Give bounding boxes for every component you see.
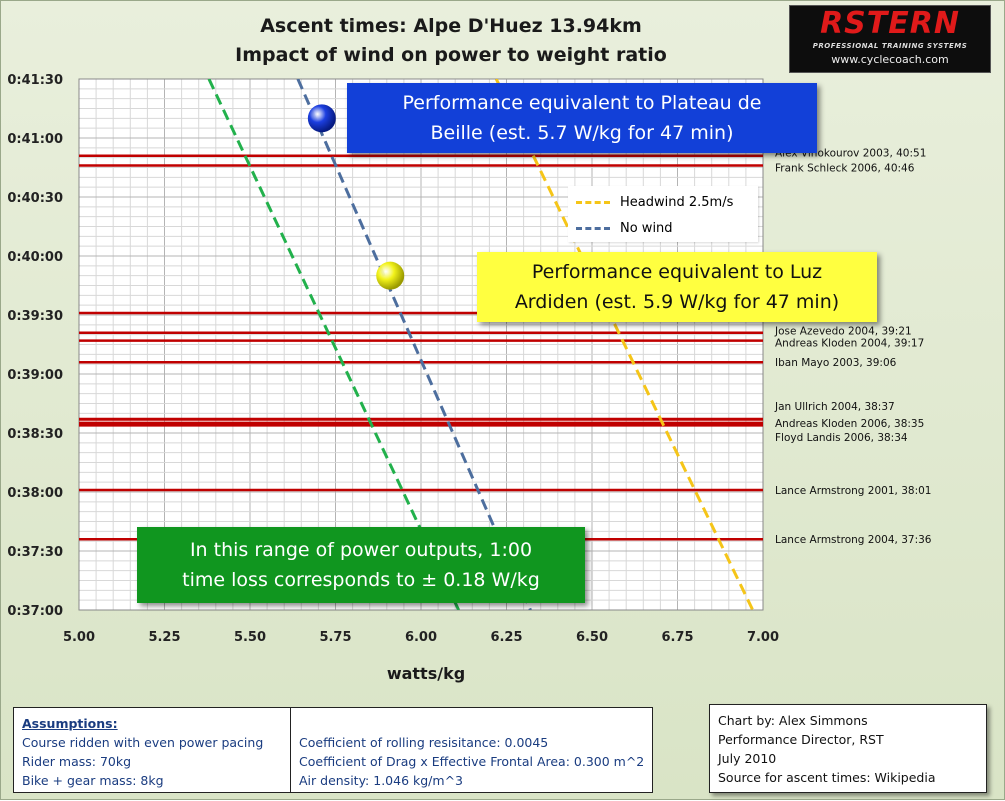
callout-luz-ardiden: Performance equivalent to Luz Ardiden (e… <box>477 252 877 322</box>
blue-ball-marker <box>307 104 336 133</box>
logo-url: www.cyclecoach.com <box>831 53 949 66</box>
legend-item-headwind: Headwind 2.5m/s <box>576 192 733 212</box>
series-line-2 <box>207 79 460 610</box>
credits-panel: Chart by: Alex Simmons Performance Direc… <box>709 704 987 793</box>
assumption-pacing: Course ridden with even power pacing <box>22 735 264 750</box>
y-tick-label: 0:38:30 <box>7 427 63 442</box>
y-tick-label: 0:37:30 <box>7 545 63 560</box>
chart-title-line2: Impact of wind on power to weight ratio <box>235 44 667 66</box>
x-tick-label: 7.00 <box>747 630 779 645</box>
assumptions-panel: Assumptions: Course ridden with even pow… <box>13 707 653 793</box>
ascent-time-label: Lance Armstrong 2001, 38:01 <box>775 485 931 497</box>
ascent-time-label: Frank Schleck 2006, 40:46 <box>775 163 915 175</box>
ascent-time-label: Jan Ullrich 2004, 38:37 <box>774 401 895 413</box>
y-tick-label: 0:40:30 <box>7 191 63 206</box>
logo-tagline: PROFESSIONAL TRAINING SYSTEMS <box>812 42 968 50</box>
callout-blue-line1: Performance equivalent to Plateau de <box>402 92 762 114</box>
yellow-ball-marker <box>376 261 405 290</box>
x-tick-label: 6.00 <box>405 630 437 645</box>
x-tick-label: 6.75 <box>661 630 693 645</box>
brand-logo: RSTERN PROFESSIONAL TRAINING SYSTEMS www… <box>789 5 991 73</box>
assumption-crr: Coefficient of rolling resisitance: 0.00… <box>299 735 549 750</box>
ascent-time-label: Lance Armstrong 2004, 37:36 <box>775 534 932 546</box>
x-tick-label: 6.50 <box>576 630 608 645</box>
callout-time-loss: In this range of power outputs, 1:00 tim… <box>137 527 585 603</box>
assumptions-col1: Assumptions: Course ridden with even pow… <box>22 714 280 790</box>
credit-author: Chart by: Alex Simmons <box>718 713 868 728</box>
callout-yellow-line1: Performance equivalent to Luz <box>531 261 823 283</box>
callout-plateau-de-beille: Performance equivalent to Plateau de Bei… <box>347 83 817 153</box>
x-tick-label: 5.00 <box>63 630 95 645</box>
x-tick-label: 5.50 <box>234 630 266 645</box>
y-tick-label: 0:40:00 <box>7 250 63 265</box>
x-axis-label: watts/kg <box>387 664 465 683</box>
legend-item-nowind: No wind <box>576 218 673 238</box>
ascent-time-label: Floyd Landis 2006, 38:34 <box>775 432 908 444</box>
assumptions-col2: Coefficient of rolling resisitance: 0.00… <box>290 708 644 792</box>
plot-border <box>78 78 764 611</box>
assumption-rider-mass: Rider mass: 70kg <box>22 754 132 769</box>
callout-yellow-line2: Ardiden (est. 5.9 W/kg for 47 min) <box>514 291 840 313</box>
y-tick-label: 0:39:00 <box>7 368 63 383</box>
ascent-time-label: Andreas Kloden 2006, 38:35 <box>775 418 924 430</box>
callout-blue-line2: Beille (est. 5.7 W/kg for 47 min) <box>430 122 734 144</box>
ascent-time-label: Andreas Kloden 2004, 39:17 <box>775 338 924 350</box>
legend-swatch-headwind <box>576 200 610 204</box>
credit-source: Source for ascent times: Wikipedia <box>718 770 936 785</box>
assumption-bike-mass: Bike + gear mass: 8kg <box>22 773 164 788</box>
y-tick-label: 0:38:00 <box>7 486 63 501</box>
assumption-cda: Coefficient of Drag x Effective Frontal … <box>299 754 645 769</box>
legend-swatch-nowind <box>576 226 610 230</box>
y-tick-label: 0:41:00 <box>7 132 63 147</box>
assumption-air-density: Air density: 1.046 kg/m^3 <box>299 773 463 788</box>
chart-title-line1: Ascent times: Alpe D'Huez 13.94km <box>260 15 642 37</box>
legend-label-headwind: Headwind 2.5m/s <box>620 194 734 210</box>
chart-legend: Headwind 2.5m/s No wind <box>568 186 758 242</box>
series-line-1 <box>296 79 532 610</box>
legend-label-nowind: No wind <box>620 220 673 236</box>
callout-green-line2: time loss corresponds to ± 0.18 W/kg <box>182 569 540 591</box>
y-tick-label: 0:37:00 <box>7 604 63 619</box>
x-tick-label: 5.75 <box>319 630 351 645</box>
logo-wordmark: RSTERN <box>820 6 960 41</box>
ascent-time-label: Jose Azevedo 2004, 39:21 <box>774 326 912 338</box>
callout-green-line1: In this range of power outputs, 1:00 <box>189 539 533 561</box>
ascent-time-label: Iban Mayo 2003, 39:06 <box>775 357 897 369</box>
x-tick-label: 5.25 <box>148 630 180 645</box>
credit-date: July 2010 <box>718 751 777 766</box>
y-tick-label: 0:39:30 <box>7 309 63 324</box>
x-tick-label: 6.25 <box>490 630 522 645</box>
assumptions-heading: Assumptions: <box>22 716 118 731</box>
credit-role: Performance Director, RST <box>718 732 884 747</box>
series-line-0 <box>494 79 755 610</box>
y-tick-label: 0:41:30 <box>7 73 63 88</box>
